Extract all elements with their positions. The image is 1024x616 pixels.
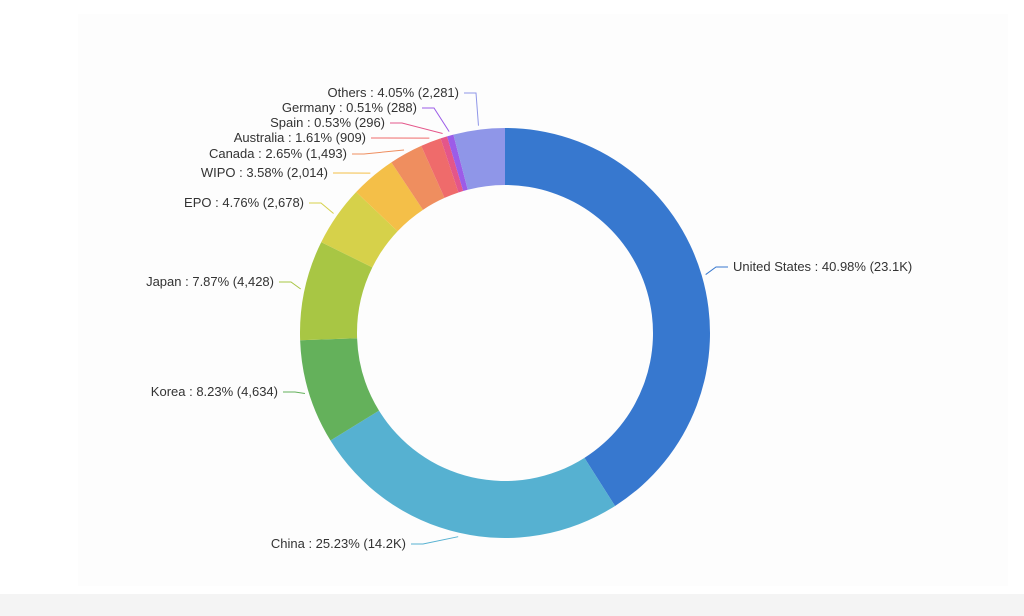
bottom-strip — [0, 594, 1024, 616]
label-epo: EPO : 4.76% (2,678) — [184, 195, 304, 210]
label-united-states: United States : 40.98% (23.1K) — [733, 259, 912, 274]
label-australia: Australia : 1.61% (909) — [234, 130, 366, 145]
slice-others[interactable] — [453, 128, 505, 190]
leader-canada — [352, 149, 405, 155]
label-canada: Canada : 2.65% (1,493) — [209, 146, 347, 161]
label-germany: Germany : 0.51% (288) — [282, 100, 417, 115]
leader-epo — [309, 202, 334, 214]
slice-epo[interactable] — [321, 192, 398, 268]
label-korea: Korea : 8.23% (4,634) — [151, 384, 278, 399]
leader-lines — [279, 92, 728, 545]
label-spain: Spain : 0.53% (296) — [270, 115, 385, 130]
slice-korea[interactable] — [300, 338, 380, 441]
leader-united-states — [705, 266, 728, 275]
leader-germany — [422, 107, 450, 132]
slice-china[interactable] — [330, 410, 616, 538]
leader-spain — [390, 122, 443, 135]
slice-wipo[interactable] — [356, 162, 423, 232]
label-wipo: WIPO : 3.58% (2,014) — [201, 165, 328, 180]
leader-japan — [279, 281, 301, 290]
label-japan: Japan : 7.87% (4,428) — [146, 274, 274, 289]
slice-labels: United States : 40.98% (23.1K) China : 25… — [146, 85, 912, 551]
label-others: Others : 4.05% (2,281) — [327, 85, 459, 100]
leader-china — [411, 536, 459, 545]
slice-canada[interactable] — [391, 145, 445, 210]
slice-japan[interactable] — [300, 242, 373, 341]
slice-spain[interactable] — [440, 136, 464, 193]
slice-australia[interactable] — [421, 138, 459, 198]
label-china: China : 25.23% (14.2K) — [271, 536, 406, 551]
donut-slices — [300, 128, 710, 538]
leader-korea — [283, 391, 306, 395]
slice-united-states[interactable] — [505, 128, 710, 506]
leader-others — [464, 92, 479, 126]
slice-germany[interactable] — [447, 134, 468, 192]
